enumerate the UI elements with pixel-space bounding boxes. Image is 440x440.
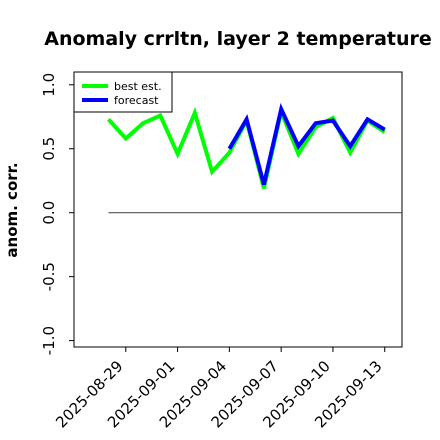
series-line-forecast <box>227 102 386 186</box>
y-tick-label: 0.5 <box>40 137 58 161</box>
y-axis-label: anom. corr. <box>3 162 21 257</box>
legend-label: forecast <box>114 94 159 107</box>
y-tick-label: -0.5 <box>40 262 58 291</box>
plot-frame <box>73 71 403 348</box>
y-tick-label: 1.0 <box>40 73 58 97</box>
legend-label: best est. <box>114 80 162 93</box>
legend-box <box>73 71 173 113</box>
y-tick-label: -1.0 <box>40 326 58 355</box>
y-tick-label: 0.0 <box>40 201 58 225</box>
chart-title: Anomaly crrltn, layer 2 temperature <box>44 28 432 50</box>
